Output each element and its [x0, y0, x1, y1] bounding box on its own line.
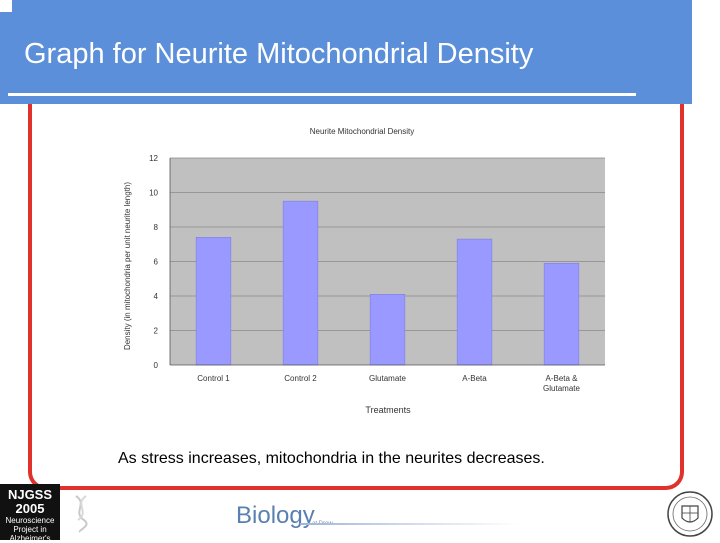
slide-caption: As stress increases, mitochondria in the… — [118, 450, 545, 467]
logo-line-3: Neuroscience — [5, 516, 55, 525]
x-tick-label: Control 1 — [197, 374, 230, 383]
njgss-logo: NJGSS 2005 Neuroscience Project in Alzhe… — [0, 484, 60, 543]
slide-title: Graph for Neurite Mitochondrial Density — [24, 38, 534, 70]
title-rule — [8, 93, 636, 96]
x-tick-label: A-Beta — [462, 374, 487, 383]
logo-line-4: Project in — [13, 525, 47, 534]
x-tick-label: A-Beta & — [545, 374, 578, 383]
y-tick-label: 4 — [154, 292, 159, 301]
content-frame — [28, 104, 684, 490]
biology-brand: Biology — [236, 502, 315, 529]
y-tick-label: 6 — [154, 258, 159, 267]
brand-underline — [300, 523, 520, 525]
x-tick-label: Glutamate — [369, 374, 406, 383]
y-tick-label: 10 — [149, 189, 158, 198]
x-tick-label: Glutamate — [543, 384, 580, 393]
bar-chart: Neurite Mitochondrial Density Treatments… — [123, 127, 605, 415]
y-tick-label: 8 — [154, 223, 159, 232]
y-tick-label: 2 — [154, 327, 159, 336]
y-tick-label: 12 — [149, 154, 158, 163]
bar — [456, 238, 493, 366]
y-tick-label: 0 — [154, 361, 159, 370]
x-axis-label: Treatments — [365, 405, 411, 415]
title-panel — [12, 0, 692, 82]
bar — [369, 294, 406, 366]
x-tick-label: Control 2 — [284, 374, 317, 383]
university-seal-icon — [667, 491, 713, 537]
bar — [543, 262, 580, 366]
logo-line-5: Alzheimer's — [9, 534, 51, 543]
bar — [195, 237, 232, 366]
bar — [282, 200, 319, 366]
y-axis-label: Density (in mitochondria per unit neurit… — [123, 182, 132, 350]
chart-title: Neurite Mitochondrial Density — [310, 127, 415, 136]
logo-line-1: NJGSS — [7, 487, 53, 502]
dna-icon — [75, 495, 88, 533]
logo-line-2: 2005 — [15, 501, 45, 516]
